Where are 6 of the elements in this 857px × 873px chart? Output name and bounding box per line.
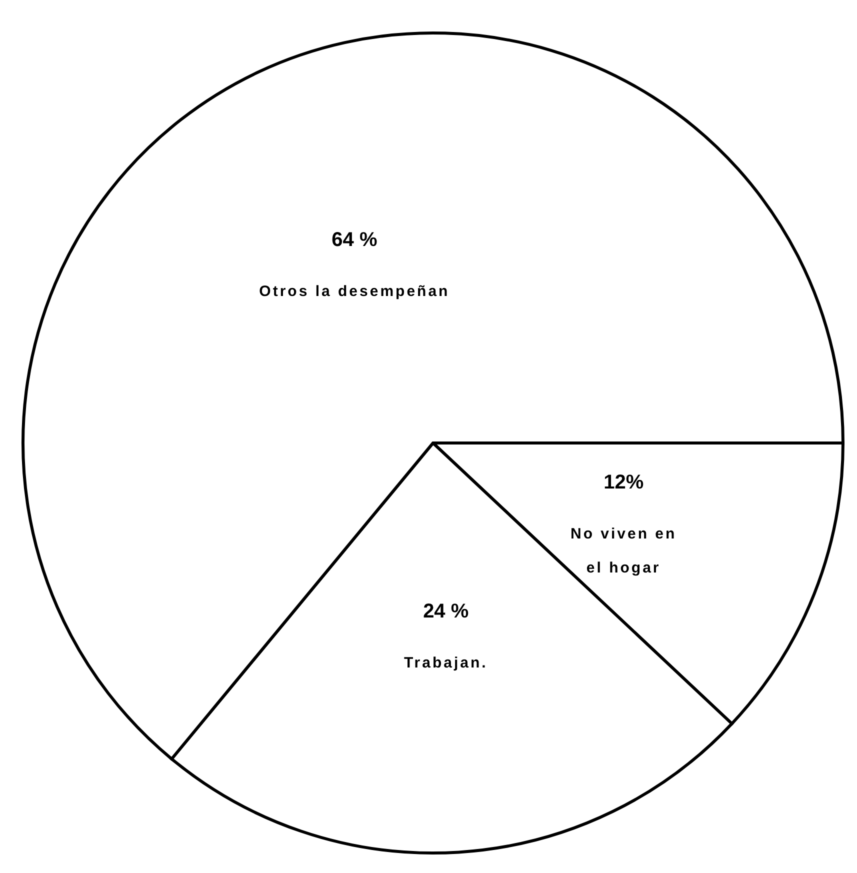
- slice-label: No viven en el hogar: [570, 525, 677, 576]
- slice-label: Otros la desempeñan: [259, 283, 450, 300]
- data-label: 24 %: [423, 600, 469, 623]
- data-label: 64 %: [332, 229, 378, 252]
- data-label: 12%: [604, 471, 644, 494]
- slice-label: Trabajan.: [404, 654, 488, 672]
